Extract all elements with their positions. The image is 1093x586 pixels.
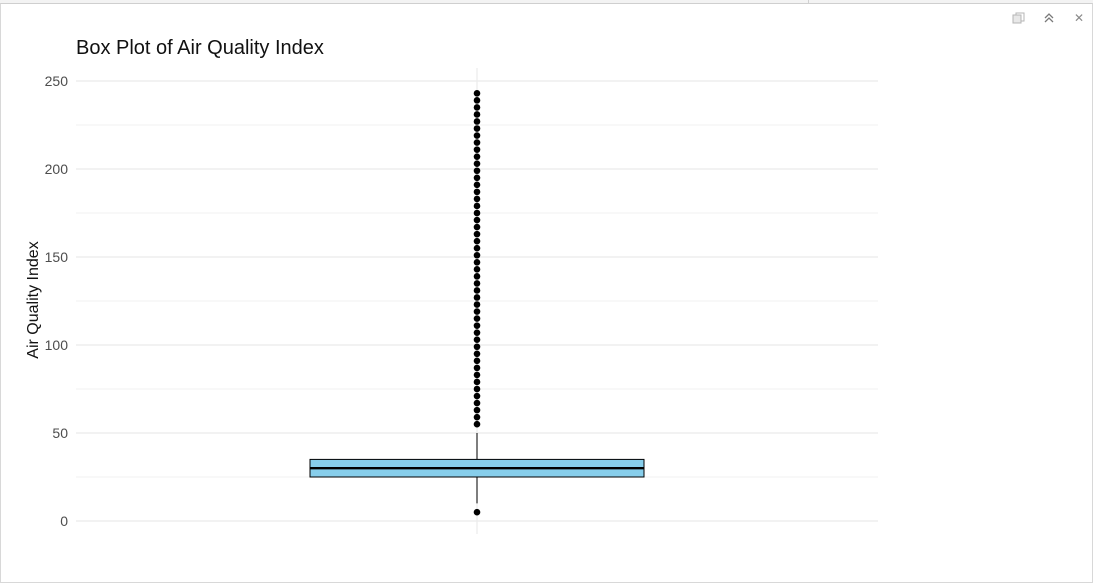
outlier-point	[473, 385, 481, 393]
outlier-point	[473, 273, 481, 280]
outlier-point	[473, 406, 481, 414]
outlier-point	[473, 188, 481, 196]
outlier-point	[473, 104, 481, 111]
y-tick-label: 200	[45, 161, 69, 177]
outlier-point	[473, 343, 481, 351]
outlier-point	[473, 357, 481, 365]
outlier-point	[473, 125, 481, 132]
top-strip	[0, 0, 1093, 3]
pane-divider	[808, 0, 809, 3]
y-tick-label: 100	[45, 337, 69, 353]
outlier-point	[473, 294, 481, 301]
outlier-point	[473, 392, 481, 400]
outlier-point	[473, 90, 481, 97]
y-tick-label: 150	[45, 249, 69, 265]
outlier-point	[473, 371, 481, 379]
window-controls: ✕	[1011, 10, 1087, 26]
outlier-point	[473, 251, 481, 259]
outlier-point	[473, 237, 481, 245]
outlier-point	[473, 508, 481, 516]
outlier-point	[473, 350, 481, 358]
collapse-icon[interactable]	[1041, 10, 1057, 26]
y-tick-label: 0	[60, 513, 68, 529]
outlier-point	[473, 160, 481, 168]
outlier-point	[473, 378, 481, 386]
outlier-point	[473, 308, 481, 315]
y-axis-title: Air Quality Index	[25, 241, 42, 358]
outlier-point	[473, 97, 481, 104]
outlier-point	[473, 244, 481, 252]
outlier-point	[473, 202, 481, 210]
outlier-point	[473, 258, 481, 266]
y-tick-label: 250	[45, 73, 69, 89]
outlier-point	[473, 216, 481, 224]
outlier-point	[473, 329, 481, 336]
outlier-point	[473, 174, 481, 182]
outlier-point	[473, 336, 481, 344]
outlier-point	[473, 322, 481, 329]
outlier-point	[473, 364, 481, 372]
restore-icon[interactable]	[1011, 10, 1027, 26]
outlier-point	[473, 146, 481, 153]
outlier-point	[473, 118, 481, 125]
outlier-point	[473, 280, 481, 287]
box-plot	[309, 433, 645, 504]
outlier-point	[473, 399, 481, 407]
outlier-point	[473, 195, 481, 203]
outlier-points	[473, 90, 481, 516]
outlier-point	[473, 111, 481, 118]
outlier-point	[473, 132, 481, 139]
chart-title: Box Plot of Air Quality Index	[76, 37, 324, 59]
outlier-point	[473, 153, 481, 160]
plot-pane	[0, 3, 1093, 583]
y-tick-labels: 0 50 100 150 200 250	[45, 73, 69, 529]
outlier-point	[473, 413, 481, 421]
outlier-point	[473, 266, 481, 273]
y-tick-label: 50	[52, 425, 68, 441]
outlier-point	[473, 139, 481, 146]
close-icon[interactable]: ✕	[1073, 11, 1085, 25]
outlier-point	[473, 230, 481, 238]
outlier-point	[473, 209, 481, 217]
outlier-point	[473, 181, 481, 189]
outlier-point	[473, 167, 481, 175]
outlier-point	[473, 223, 481, 231]
outlier-point	[473, 301, 481, 308]
outlier-point	[473, 420, 481, 428]
outlier-point	[473, 287, 481, 294]
outlier-point	[473, 315, 481, 322]
